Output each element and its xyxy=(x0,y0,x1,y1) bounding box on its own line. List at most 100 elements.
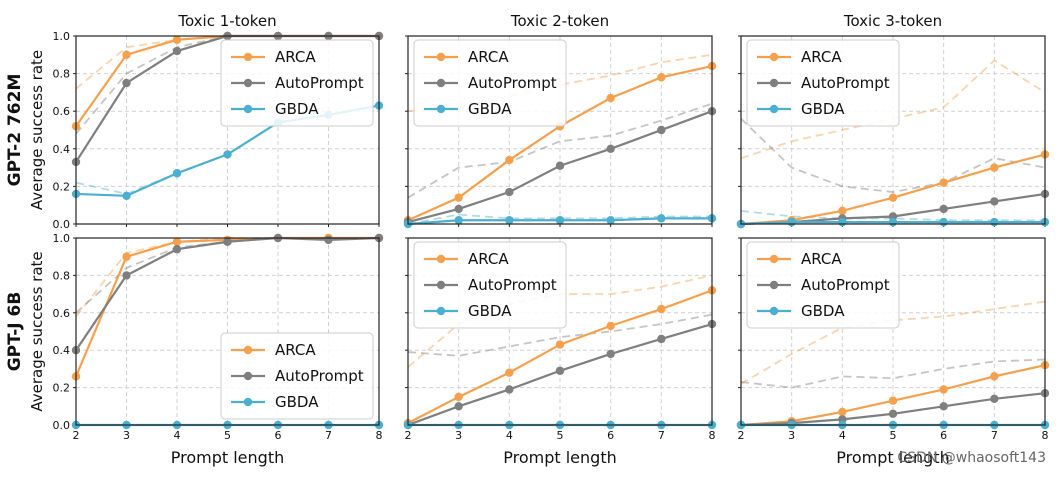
data-point-gbda xyxy=(454,216,463,225)
y-tick-label: 0.8 xyxy=(53,68,71,81)
data-point-gbda xyxy=(838,217,847,227)
data-point-gbda xyxy=(223,150,232,159)
x-axis-label: Prompt length xyxy=(503,448,616,467)
legend-marker-arca xyxy=(243,52,253,62)
data-point-arca xyxy=(888,396,898,405)
data-point-autoprompt xyxy=(122,271,131,280)
x-axis-label: Prompt length xyxy=(836,448,949,467)
y-tick-label: 0.6 xyxy=(53,307,71,320)
data-point-arca xyxy=(505,155,514,165)
legend: ARCA AutoPrompt GBDA xyxy=(413,39,567,127)
data-point-gbda xyxy=(888,217,898,227)
data-point-autoprompt xyxy=(990,394,999,404)
x-tick-label: 7 xyxy=(658,429,665,442)
legend-label-gbda: GBDA xyxy=(801,302,845,320)
data-point-autoprompt xyxy=(324,235,333,245)
x-tick-label: 2 xyxy=(738,429,745,442)
legend-marker-autoprompt xyxy=(243,78,253,88)
x-tick-label: 8 xyxy=(1042,429,1049,442)
data-point-autoprompt xyxy=(555,366,565,375)
legend-label-gbda: GBDA xyxy=(468,302,512,320)
data-point-gbda xyxy=(787,217,796,227)
plot-frame xyxy=(75,35,380,225)
y-tick-label: 0.4 xyxy=(53,143,71,156)
legend-marker-arca xyxy=(436,254,446,264)
y-axis-label: Average success rate xyxy=(28,50,46,210)
data-point-gbda xyxy=(657,214,666,223)
legend: ARCA AutoPrompt GBDA xyxy=(746,241,900,329)
x-tick-label: 3 xyxy=(455,429,462,442)
data-point-arca xyxy=(454,193,463,202)
data-point-autoprompt xyxy=(172,46,182,56)
data-point-autoprompt xyxy=(454,204,463,214)
data-point-gbda xyxy=(990,217,999,227)
legend-label-arca: ARCA xyxy=(275,48,316,66)
y-tick-label: 0.2 xyxy=(53,382,71,395)
legend-label-autoprompt: AutoPrompt xyxy=(468,74,557,92)
x-tick-label: 3 xyxy=(123,429,130,442)
data-point-gbda xyxy=(606,216,615,225)
data-point-autoprompt xyxy=(223,237,232,246)
data-point-arca xyxy=(505,368,514,377)
data-point-autoprompt xyxy=(505,385,514,394)
legend-marker-autoprompt xyxy=(769,78,779,88)
legend-box xyxy=(746,39,900,127)
legend: ARCA AutoPrompt GBDA xyxy=(413,241,567,329)
data-point-autoprompt xyxy=(505,187,514,197)
legend-box xyxy=(746,241,900,329)
legend-label-arca: ARCA xyxy=(468,48,509,66)
legend-marker-gbda xyxy=(769,306,779,316)
x-tick-label: 4 xyxy=(174,429,181,442)
legend-marker-autoprompt xyxy=(436,78,446,88)
legend-box xyxy=(220,332,374,420)
legend-box xyxy=(413,241,567,329)
data-point-arca xyxy=(606,93,615,103)
legend-marker-gbda xyxy=(243,104,253,114)
series-dashed-autoprompt xyxy=(407,102,713,199)
x-tick-label: 6 xyxy=(607,429,614,442)
x-tick-label: 6 xyxy=(940,429,947,442)
series-dashed-autoprompt xyxy=(740,118,1046,193)
data-point-arca xyxy=(657,73,666,82)
data-point-arca xyxy=(939,178,948,187)
data-point-autoprompt xyxy=(172,245,182,254)
row-label: GPT-J 6B xyxy=(5,292,25,372)
legend-marker-arca xyxy=(436,52,446,62)
legend-label-arca: ARCA xyxy=(275,341,316,359)
x-tick-label: 5 xyxy=(224,429,231,442)
legend-label-gbda: GBDA xyxy=(275,100,319,118)
x-tick-label: 4 xyxy=(506,429,513,442)
data-point-arca xyxy=(838,407,847,417)
data-point-arca xyxy=(122,50,131,59)
row-label: GPT-2 762M xyxy=(5,74,25,187)
data-point-autoprompt xyxy=(606,144,615,153)
data-point-arca xyxy=(606,321,615,331)
chart-title: Toxic 3-token xyxy=(843,12,942,30)
legend: ARCA AutoPrompt GBDA xyxy=(220,332,374,420)
x-tick-label: 5 xyxy=(890,429,897,442)
chart-panel-1-1: 2 3 4 5 6 7 8 Prompt length ARCA AutoPrompt GBDA xyxy=(403,237,717,467)
plot-frame xyxy=(407,35,713,225)
data-point-autoprompt xyxy=(454,402,463,411)
legend-label-autoprompt: AutoPrompt xyxy=(468,276,557,294)
y-tick-label: 0.0 xyxy=(53,218,71,231)
x-tick-label: 8 xyxy=(376,429,383,442)
plot-frame xyxy=(740,35,1046,225)
data-point-autoprompt xyxy=(657,334,666,344)
x-tick-label: 2 xyxy=(405,429,412,442)
x-tick-label: 4 xyxy=(839,429,846,442)
data-point-autoprompt xyxy=(939,204,948,214)
y-tick-label: 1.0 xyxy=(53,232,71,245)
data-point-arca xyxy=(555,340,565,349)
legend-marker-arca xyxy=(769,254,779,264)
data-point-autoprompt xyxy=(990,197,999,206)
legend-box xyxy=(220,39,374,127)
x-tick-label: 7 xyxy=(991,429,998,442)
legend: ARCA AutoPrompt GBDA xyxy=(220,39,374,127)
chart-title: Toxic 1-token xyxy=(177,12,276,30)
plot-frame xyxy=(407,237,713,426)
data-point-gbda xyxy=(122,191,131,200)
data-point-arca xyxy=(939,385,948,394)
